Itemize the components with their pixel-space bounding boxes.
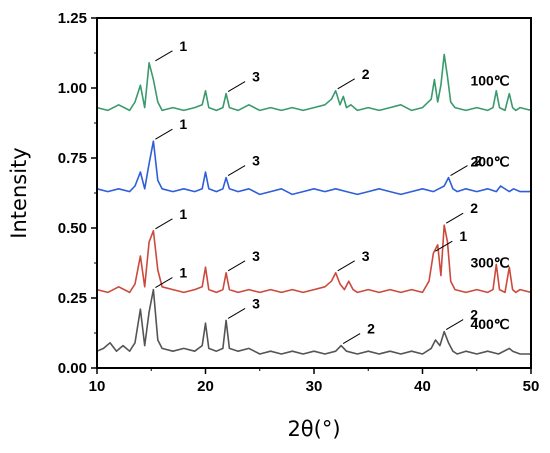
y-tick-label-0: 0.00 (58, 360, 87, 377)
peak-pointer-11 (445, 212, 464, 224)
series-label-1: 100℃ (470, 72, 509, 88)
peak-pointer-14 (342, 333, 361, 345)
series-label-2: 200℃ (470, 154, 509, 170)
peak-pointer-15 (445, 319, 464, 331)
peak-label-7: 1 (179, 206, 187, 222)
peak-label-5: 3 (252, 153, 260, 169)
x-axis-label: 2θ(°) (287, 417, 340, 441)
series-line-1 (96, 53, 532, 112)
peak-label-10: 1 (459, 228, 467, 244)
x-tick-label-50: 50 (523, 378, 540, 395)
y-tick-label-4: 1.00 (58, 80, 87, 97)
peak-pointer-2 (227, 81, 246, 93)
peak-label-9: 3 (362, 248, 370, 264)
peak-pointer-5 (227, 165, 246, 177)
peak-label-3: 2 (362, 66, 370, 82)
peak-pointer-7 (155, 218, 173, 230)
plot-frame (96, 17, 532, 369)
peak-pointer-9 (337, 260, 355, 272)
y-tick-label-3: 0.75 (58, 150, 87, 167)
peak-label-12: 1 (179, 265, 187, 281)
peak-label-6: 2 (475, 153, 483, 169)
peak-pointer-12 (155, 277, 173, 289)
x-tick-label-30: 30 (306, 378, 323, 395)
peak-pointer-4 (155, 128, 173, 140)
series-line-3 (96, 224, 532, 294)
y-ticks: 0.00 0.25 0.50 0.75 1.00 1.25 (58, 10, 97, 377)
series-labels: 100℃ 200℃ 300℃ 400℃ (470, 72, 509, 332)
y-tick-label-2: 0.50 (58, 220, 87, 237)
series-line-2 (96, 140, 531, 196)
series-label-3: 300℃ (470, 254, 509, 270)
peak-label-13: 3 (252, 295, 260, 311)
peak-pointer-1 (155, 50, 173, 62)
peak-label-2: 3 (252, 69, 260, 85)
x-tick-label-20: 20 (197, 378, 214, 395)
peak-pointer-13 (227, 307, 246, 319)
peak-label-14: 2 (367, 321, 375, 337)
peak-label-1: 1 (179, 38, 187, 54)
x-ticks: 10 20 30 40 50 (89, 368, 540, 395)
peak-label-8: 3 (252, 248, 260, 264)
x-tick-label-10: 10 (89, 378, 106, 395)
y-tick-label-5: 1.25 (58, 10, 87, 27)
y-tick-label-1: 0.25 (58, 290, 87, 307)
peak-pointer-8 (227, 260, 246, 272)
series-label-4: 400℃ (470, 316, 509, 332)
peak-label-4: 1 (179, 116, 187, 132)
peak-pointer-3 (337, 78, 355, 90)
peak-pointer-6 (450, 165, 468, 177)
peak-label-11: 2 (470, 200, 478, 216)
peak-pointer-10 (435, 240, 453, 252)
y-axis-label: Intensity (7, 147, 31, 238)
peak-label-15: 2 (470, 307, 478, 323)
x-tick-label-40: 40 (414, 378, 431, 395)
series-layer (96, 53, 532, 355)
series-line-4 (96, 288, 531, 355)
